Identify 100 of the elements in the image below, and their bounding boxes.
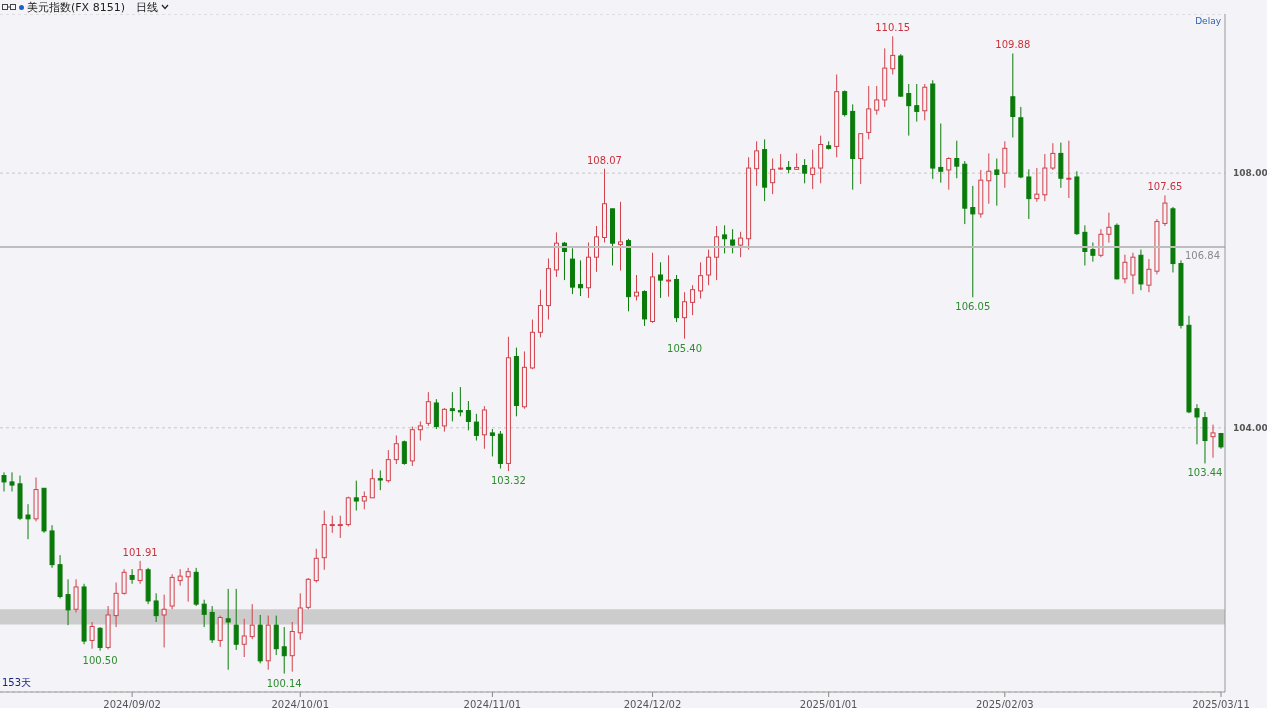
candlestick [473, 413, 479, 442]
candlestick [810, 149, 816, 190]
candlestick [9, 471, 15, 492]
candlestick [377, 469, 383, 491]
candlestick [938, 123, 944, 184]
candlestick [121, 568, 127, 596]
candlestick [89, 621, 95, 650]
x-tick-label: 2024/11/01 [463, 699, 522, 708]
candlestick [241, 618, 247, 658]
candlestick [401, 440, 407, 466]
candlestick [153, 592, 159, 623]
candlestick [161, 594, 167, 648]
candlestick [97, 626, 103, 652]
x-tick-label: 2025/01/01 [799, 699, 858, 708]
annotation: 103.44 [1187, 467, 1223, 479]
candlestick [185, 567, 191, 603]
candlestick [441, 407, 447, 433]
annotation: 103.32 [490, 475, 526, 487]
candlestick [577, 259, 583, 297]
candlestick [986, 152, 992, 205]
candlestick [217, 615, 223, 648]
candlestick [1034, 167, 1040, 203]
x-tick-label: 2024/09/02 [103, 699, 161, 708]
candlestick [313, 548, 319, 583]
candlestick [1010, 52, 1016, 138]
candlestick [73, 578, 79, 613]
candlestick [417, 420, 423, 442]
candlestick [754, 140, 760, 187]
candlestick [690, 284, 696, 316]
annotation: 100.50 [82, 654, 118, 666]
candlestick [890, 35, 896, 75]
candlestick [770, 158, 776, 195]
candlestick [994, 158, 1000, 207]
candlestick [1026, 168, 1032, 220]
candlestick [906, 83, 912, 137]
candlestick [1082, 224, 1088, 266]
annotation: Delay [1195, 16, 1221, 26]
candlestick [337, 515, 343, 539]
chart-title: 美元指数(FX 8151) [27, 0, 125, 15]
candlestick [281, 626, 287, 675]
candlestick [866, 85, 872, 140]
candlestick [25, 503, 31, 540]
candlestick [666, 254, 672, 298]
candlestick [874, 85, 880, 116]
candlestick [1, 471, 7, 492]
candlestick [273, 615, 279, 656]
annotation: 109.88 [995, 39, 1031, 51]
candlestick [1210, 424, 1216, 459]
candlestick [1162, 194, 1168, 227]
candlestick [970, 185, 976, 298]
annotation: 101.91 [122, 546, 158, 558]
candlestick [433, 398, 439, 430]
candlestick [1130, 252, 1136, 295]
candlestick [738, 231, 744, 258]
annotation: 153天 [2, 676, 32, 690]
annotation: 100.14 [266, 677, 302, 689]
candlestick [634, 274, 640, 301]
candlestick [233, 588, 239, 651]
chart-subtitle: 日线 [135, 0, 158, 15]
y-tick-label: 108.00 [1233, 168, 1267, 179]
annotation: 107.65 [1147, 181, 1183, 193]
candlestick [393, 434, 399, 465]
y-tick-label: 104.00 [1233, 423, 1267, 433]
candlestick [137, 560, 143, 585]
candlestick [954, 140, 960, 179]
candlestick [682, 291, 688, 340]
candlestick [353, 480, 359, 512]
candlestick [129, 568, 135, 585]
candlestick [425, 391, 431, 427]
candlestick [714, 225, 720, 281]
candlestick [1098, 228, 1104, 258]
candlestick [842, 89, 848, 117]
candlestick [385, 449, 391, 484]
candlestick [722, 224, 728, 254]
candlestick [65, 578, 71, 626]
candlestick [1090, 242, 1096, 263]
candlestick [818, 135, 824, 184]
annotation: 106.05 [955, 301, 991, 313]
annotation: 108.07 [586, 154, 622, 166]
candlestick [914, 83, 920, 123]
candlestick [225, 588, 231, 671]
candlestick [1106, 212, 1112, 244]
candlestick [658, 261, 664, 299]
candlestick [802, 158, 808, 184]
candlestick [698, 261, 704, 300]
x-tick-label: 2024/10/01 [271, 699, 330, 708]
annotation: 105.40 [667, 342, 703, 354]
ref-line-label: 106.84 [1185, 250, 1220, 262]
candlestick [369, 468, 375, 499]
x-tick-label: 2024/12/02 [623, 699, 682, 708]
candlestick [922, 83, 928, 121]
candlestick [706, 249, 712, 286]
candlestick [946, 156, 952, 191]
candlestick [1066, 140, 1072, 199]
candlestick [465, 400, 471, 431]
candlestick [1194, 403, 1200, 445]
candlestick [730, 228, 736, 254]
candlestick [489, 428, 495, 457]
candlestick [593, 225, 599, 273]
x-tick-label: 2025/02/03 [976, 699, 1034, 708]
